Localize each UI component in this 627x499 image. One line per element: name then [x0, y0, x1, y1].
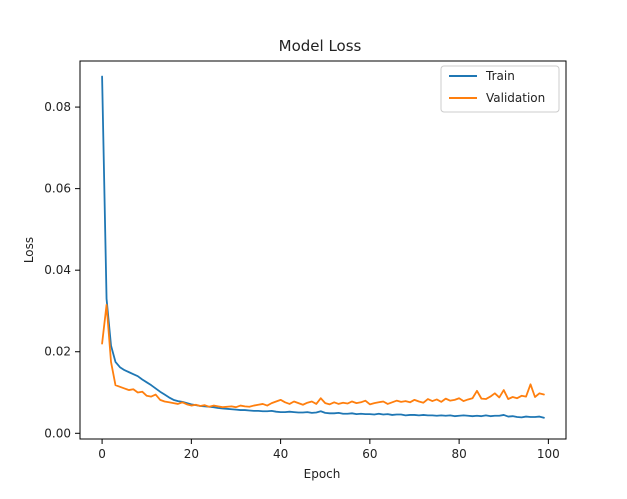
- x-tick-label: 0: [98, 447, 106, 461]
- legend-box: [440, 65, 560, 113]
- plot-lines: [101, 75, 545, 419]
- y-tick-label: 0.02: [44, 345, 71, 359]
- y-tick-label: 0.06: [44, 182, 71, 196]
- x-tick-label: 20: [184, 447, 199, 461]
- legend: Train Validation: [440, 65, 560, 113]
- y-axis-label: Loss: [22, 237, 36, 263]
- validation-loss-line: [101, 303, 545, 409]
- x-axis-label: Epoch: [304, 467, 341, 481]
- x-tick-label: 100: [537, 447, 560, 461]
- x-tick-label: 40: [273, 447, 288, 461]
- y-tick-label: 0.00: [44, 426, 71, 440]
- legend-validation-label: Validation: [486, 91, 545, 105]
- y-axis-ticks: 0.00 0.02 0.04 0.06 0.08: [44, 100, 80, 440]
- x-axis-ticks: 0 20 40 60 80 100: [98, 439, 560, 461]
- chart-title: Model Loss: [279, 37, 362, 55]
- plot-frame: [79, 60, 567, 440]
- legend-train-label: Train: [485, 69, 515, 83]
- y-tick-label: 0.04: [44, 263, 71, 277]
- x-tick-label: 60: [362, 447, 377, 461]
- x-tick-label: 80: [451, 447, 466, 461]
- y-tick-label: 0.08: [44, 100, 71, 114]
- train-loss-line: [101, 75, 545, 419]
